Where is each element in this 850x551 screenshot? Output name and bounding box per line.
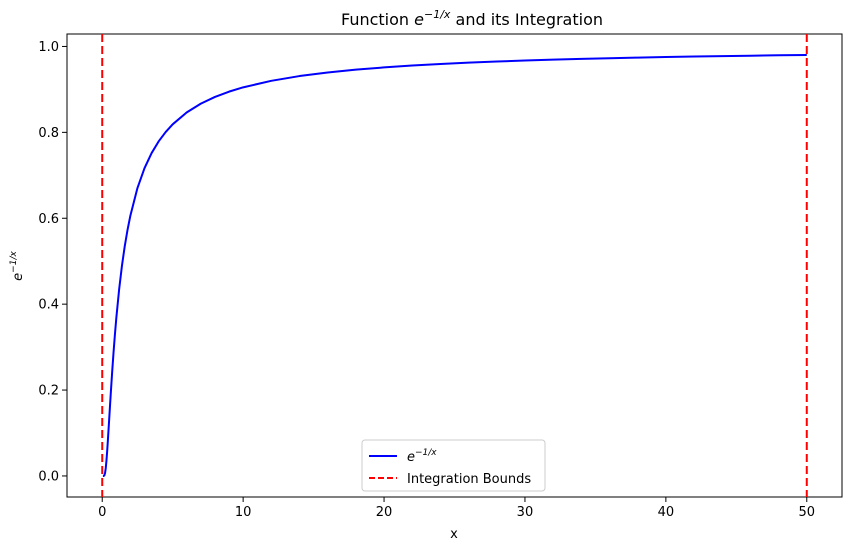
y-axis-label: e−1/x	[9, 251, 26, 281]
series-line-curve	[102, 53, 807, 477]
x-tick-label: 10	[235, 505, 252, 520]
legend-label-bounds: Integration Bounds	[407, 472, 531, 487]
plot-area	[101, 34, 808, 497]
x-tick-label: 20	[376, 505, 393, 520]
x-tick-label: 40	[658, 505, 675, 520]
y-tick-label: 0.2	[38, 384, 59, 399]
y-tick-label: 1.0	[38, 40, 59, 55]
chart-title: Function e−1/x and its Integration	[341, 8, 603, 29]
y-axis: 0.0 0.2 0.4 0.6 0.8 1.0	[38, 40, 67, 484]
y-tick-label: 0.4	[38, 298, 59, 313]
legend-label-curve: e−1/x	[407, 448, 437, 465]
x-axis-label: x	[450, 527, 458, 542]
plot-frame	[66, 33, 843, 498]
y-tick-label: 0.0	[38, 469, 59, 484]
x-tick-label: 30	[517, 505, 534, 520]
legend: e−1/x Integration Bounds	[361, 439, 546, 492]
x-tick-label: 50	[798, 505, 815, 520]
x-tick-label: 0	[98, 505, 106, 520]
y-tick-label: 0.6	[38, 212, 59, 227]
legend-box	[361, 439, 546, 492]
x-axis: 0 10 20 30 40 50	[98, 497, 815, 520]
y-tick-label: 0.8	[38, 126, 59, 141]
